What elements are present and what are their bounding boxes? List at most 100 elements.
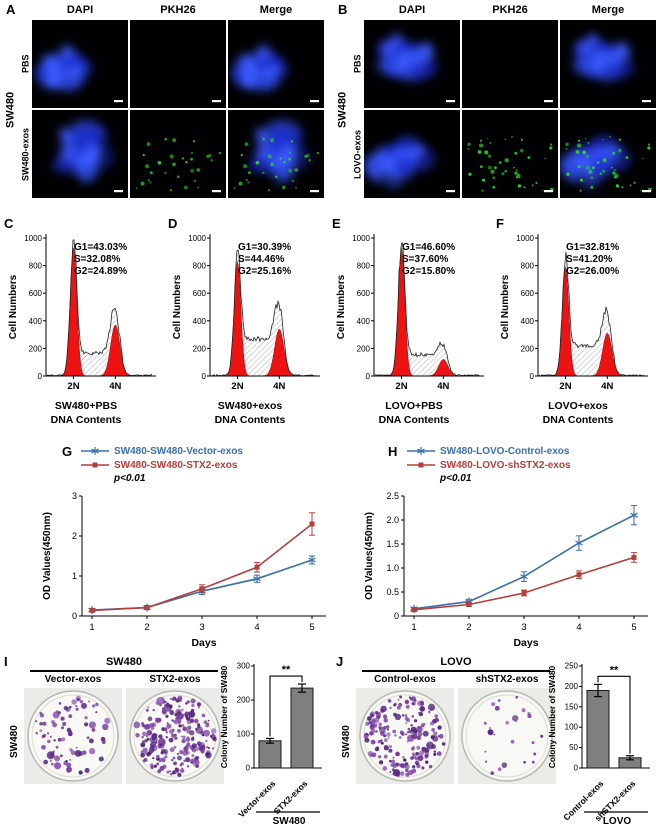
svg-text:1: 1 bbox=[89, 622, 94, 633]
svg-text:200: 200 bbox=[29, 344, 43, 353]
svg-text:Days: Days bbox=[191, 637, 216, 649]
colony-bar-chart-j: 0 50 100 150 200 250 ** Control-exos shSTX2-exos… bbox=[546, 654, 658, 830]
panel-i-letter: I bbox=[4, 654, 8, 669]
micro-image-b-pbs-pkh26 bbox=[462, 20, 558, 108]
svg-text:800: 800 bbox=[193, 262, 207, 271]
panel-j-header-underline bbox=[362, 670, 550, 672]
svg-text:800: 800 bbox=[357, 262, 371, 271]
svg-text:OD Values(450nm): OD Values(450nm) bbox=[42, 512, 53, 600]
panel-d-caption-line2: DNA Contents bbox=[214, 413, 286, 426]
flow-histogram-svg-c: 0 200 400 600 800 1000 2N 4N Cell Numbers G1=43.0… bbox=[8, 230, 162, 398]
svg-text:400: 400 bbox=[193, 317, 207, 326]
svg-text:G2=26.00%: G2=26.00% bbox=[566, 266, 619, 277]
legend-label: SW480-LOVO-Control-exos bbox=[440, 445, 570, 457]
panel-f-caption: LOVO+exos DNA Contents bbox=[508, 400, 648, 427]
svg-text:3: 3 bbox=[72, 491, 77, 501]
panel-h-legend: SW480-LOVO-Control-exos SW480-LOVO-shSTX… bbox=[406, 444, 571, 484]
panel-b-letter: B bbox=[338, 2, 348, 17]
svg-text:0: 0 bbox=[530, 372, 535, 381]
svg-text:1000: 1000 bbox=[24, 234, 42, 243]
svg-text:5: 5 bbox=[631, 622, 636, 633]
panel-i: I SW480 Vector-exos STX2-exos SW480 0 100… bbox=[0, 654, 330, 832]
micro-image-a-exos-merge bbox=[228, 110, 324, 198]
svg-text:400: 400 bbox=[521, 317, 535, 326]
micro-image-b-exos-pkh26 bbox=[462, 110, 558, 198]
svg-text:1000: 1000 bbox=[516, 234, 534, 243]
svg-text:Cell Numbers: Cell Numbers bbox=[172, 274, 183, 339]
column-header-dapi: DAPI bbox=[398, 4, 426, 16]
svg-text:1.0: 1.0 bbox=[386, 563, 399, 573]
micro-image-b-exos-merge bbox=[560, 110, 656, 198]
panel-d-caption: SW480+exos DNA Contents bbox=[180, 400, 320, 427]
svg-text:G2=24.89%: G2=24.89% bbox=[74, 266, 127, 277]
svg-text:5: 5 bbox=[309, 622, 314, 633]
legend-label: SW480-SW480-Vector-exos bbox=[114, 445, 243, 457]
panel-c: C 0 200 400 600 800 1000 2N 4N Cell Numbers G1=43… bbox=[2, 214, 166, 428]
micro-image-a-exos-dapi bbox=[32, 110, 128, 198]
svg-text:2.0: 2.0 bbox=[386, 515, 399, 525]
svg-text:LOVO: LOVO bbox=[603, 816, 632, 827]
svg-text:3: 3 bbox=[199, 622, 204, 633]
svg-text:4: 4 bbox=[576, 622, 581, 633]
panel-e: E 0 200 400 600 800 1000 2N 4N Cell Numbers G1=46… bbox=[330, 214, 494, 428]
panel-c-caption-line2: DNA Contents bbox=[50, 413, 122, 426]
svg-text:Cell Numbers: Cell Numbers bbox=[8, 274, 19, 339]
svg-text:1000: 1000 bbox=[352, 234, 370, 243]
panel-a-row2-label: SW480-exos bbox=[20, 127, 31, 181]
svg-text:G2=25.16%: G2=25.16% bbox=[238, 266, 291, 277]
panel-a-column-headers: DAPI PKH26 Merge bbox=[32, 4, 324, 16]
panel-a: A DAPI PKH26 Merge SW480 PBS SW480-exos bbox=[2, 2, 324, 210]
column-header-merge: Merge bbox=[591, 4, 625, 16]
flow-histogram-svg-e: 0 200 400 600 800 1000 2N 4N Cell Numbers G1=46.6… bbox=[336, 230, 490, 398]
panel-g: G SW480-SW480-Vector-exos SW480-SW480-ST… bbox=[34, 444, 336, 654]
panel-j: J LOVO Control-exos shSTX2-exos SW480 0 5… bbox=[332, 654, 658, 832]
svg-text:200: 200 bbox=[521, 344, 535, 353]
svg-text:2: 2 bbox=[466, 622, 471, 633]
svg-text:400: 400 bbox=[29, 317, 43, 326]
panel-g-legend: SW480-SW480-Vector-exos SW480-SW480-STX2… bbox=[80, 444, 243, 484]
micro-image-a-pbs-pkh26 bbox=[130, 20, 226, 108]
panel-d: D 0 200 400 600 800 1000 2N 4N Cell Numbers G1=30… bbox=[166, 214, 330, 428]
svg-text:4N: 4N bbox=[601, 381, 613, 392]
panel-i-dish1-label: Vector-exos bbox=[44, 674, 102, 685]
svg-text:0: 0 bbox=[394, 611, 399, 621]
panel-g-letter: G bbox=[62, 444, 73, 459]
panel-e-caption-line2: DNA Contents bbox=[378, 413, 450, 426]
legend-item: SW480-LOVO-Control-exos bbox=[406, 444, 571, 458]
panel-j-dish2-label: shSTX2-exos bbox=[475, 674, 539, 685]
flow-histogram-svg-f: 0 200 400 600 800 1000 2N 4N Cell Numbers G1=32.8… bbox=[500, 230, 654, 398]
panel-b-row2-label: LOVO-exos bbox=[352, 129, 363, 179]
svg-text:600: 600 bbox=[193, 289, 207, 298]
panel-d-letter: D bbox=[168, 216, 178, 231]
svg-text:2N: 2N bbox=[231, 381, 243, 392]
svg-text:1.5: 1.5 bbox=[386, 539, 399, 549]
colony-bar-chart-i: 0 100 200 300 ** Vector-exos STX2-exos SW480 Col… bbox=[218, 654, 330, 830]
micro-image-a-pbs-dapi bbox=[32, 20, 128, 108]
panel-i-header: SW480 bbox=[105, 656, 143, 668]
panel-h: H SW480-LOVO-Control-exos SW480-LOVO-shS… bbox=[360, 444, 658, 654]
svg-text:STX2-exos: STX2-exos bbox=[272, 778, 310, 816]
legend-item: SW480-SW480-STX2-exos bbox=[80, 458, 243, 472]
svg-text:0: 0 bbox=[72, 611, 77, 621]
micro-image-a-pbs-merge bbox=[228, 20, 324, 108]
svg-text:2N: 2N bbox=[559, 381, 571, 392]
svg-text:S=41.20%: S=41.20% bbox=[566, 254, 613, 265]
svg-text:0: 0 bbox=[38, 372, 43, 381]
panel-f-letter: F bbox=[496, 216, 504, 231]
svg-text:Vector-exos: Vector-exos bbox=[236, 778, 277, 819]
svg-text:Cell Numbers: Cell Numbers bbox=[500, 274, 511, 339]
svg-text:G2=15.80%: G2=15.80% bbox=[402, 266, 455, 277]
svg-text:0.5: 0.5 bbox=[386, 587, 399, 597]
svg-text:50: 50 bbox=[569, 743, 578, 752]
colony-dish-image-control-exos bbox=[356, 688, 454, 784]
svg-text:Days: Days bbox=[513, 637, 538, 649]
panel-a-side-label: SW480 bbox=[4, 91, 17, 129]
svg-text:1000: 1000 bbox=[188, 234, 206, 243]
panel-i-header-underline bbox=[30, 670, 218, 672]
svg-text:400: 400 bbox=[357, 317, 371, 326]
svg-text:2N: 2N bbox=[67, 381, 79, 392]
svg-text:**: ** bbox=[610, 664, 619, 676]
svg-text:0: 0 bbox=[574, 764, 579, 773]
svg-text:200: 200 bbox=[193, 344, 207, 353]
